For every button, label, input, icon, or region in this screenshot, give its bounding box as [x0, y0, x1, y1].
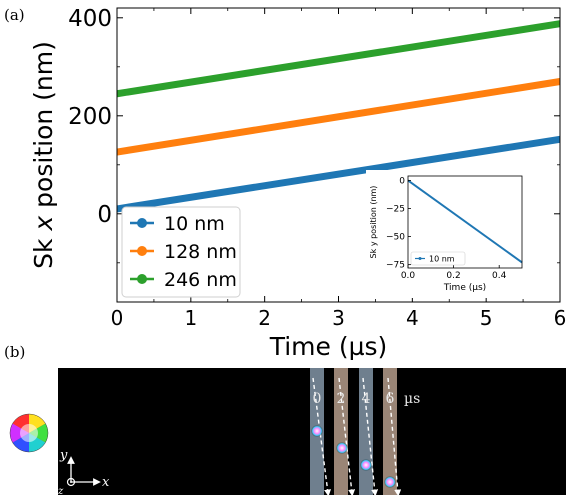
y-axis-label-part-1: x [29, 216, 58, 232]
x-tick-label-2: 2 [258, 306, 271, 330]
time-label-4: 4 [362, 391, 371, 407]
y-tick-label-2: 400 [68, 6, 112, 32]
inset-y-tick-label-3: −75 [386, 261, 405, 271]
time-label-2: 2 [337, 391, 346, 407]
panel-b-image: 0 2 4 6 µs y x z [9, 368, 566, 497]
skyrmion-t0 [311, 425, 323, 437]
inset-legend-marker [418, 257, 422, 260]
legend-marker-1 [137, 246, 147, 256]
inset-y-tick-label-2: −50 [386, 233, 405, 243]
inset-legend-label: 10 nm [429, 255, 455, 264]
inset-y-axis-label: Sk y position (nm) [369, 186, 378, 259]
inset-x-axis-label: Time (µs) [443, 283, 486, 293]
inset-y-tick-label-0: 0 [399, 176, 405, 186]
x-axis-label: Time (µs) [269, 332, 388, 361]
inset-x-tick-label-1: 0.2 [446, 271, 460, 281]
series-line-0 [116, 135, 561, 213]
legend-label-2: 246 nm [164, 269, 237, 291]
legend-marker-2 [137, 274, 147, 284]
y-axis-label-part-2: position (nm) [29, 41, 58, 216]
axis-z-label: z [57, 486, 64, 495]
inset-x-tick-label-2: 0.4 [492, 271, 507, 281]
inset-x-tick-label-0: 0.0 [401, 271, 416, 281]
legend-label-0: 10 nm [164, 213, 225, 235]
legend-box [121, 206, 241, 298]
inset-legend-box [410, 251, 466, 266]
legend-label-1: 128 nm [164, 241, 237, 263]
inset-y-tick-label-1: −25 [386, 205, 405, 215]
axes-icon [66, 456, 101, 487]
time-unit-label: µs [404, 391, 420, 407]
inset-background [366, 170, 552, 298]
axis-y-label: y [59, 448, 68, 463]
x-tick-label-1: 1 [184, 306, 197, 330]
y-tick-label-1: 200 [68, 104, 112, 130]
inset-plot-frame [407, 175, 523, 269]
panel-b-label: (b) [4, 343, 25, 361]
inset-series-line-0 [407, 179, 523, 264]
color-wheel-icon [9, 413, 49, 453]
y-axis-label-part-0: Sk [29, 231, 58, 269]
time-label-6: 6 [386, 391, 395, 407]
time-label-0: 0 [313, 391, 322, 407]
x-tick-label-0: 0 [111, 306, 124, 330]
y-axis-label: Sk x position (nm) [29, 41, 58, 269]
panel-a-label: (a) [4, 6, 25, 24]
x-tick-label-5: 5 [480, 306, 493, 330]
series-line-1 [116, 78, 561, 156]
x-tick-label-6: 6 [554, 306, 566, 330]
inset-chart: 0.0 0.2 0.4 0 −25 −50 −75 Time (µs) Sk y positio… [366, 170, 552, 298]
main-chart: 0 1 2 3 4 5 6 0 200 400 Time (µs) Sk x position (nm… [29, 6, 566, 361]
skyrmion-t4 [360, 459, 372, 471]
x-tick-label-4: 4 [406, 306, 419, 330]
x-tick-label-3: 3 [332, 306, 345, 330]
skyrmion-t2 [336, 442, 348, 454]
legend-marker-0 [137, 218, 147, 228]
axis-x-label: x [102, 475, 110, 490]
skyrmion-t6 [384, 476, 396, 488]
y-tick-label-0: 0 [97, 202, 112, 228]
series-line-2 [116, 20, 561, 98]
